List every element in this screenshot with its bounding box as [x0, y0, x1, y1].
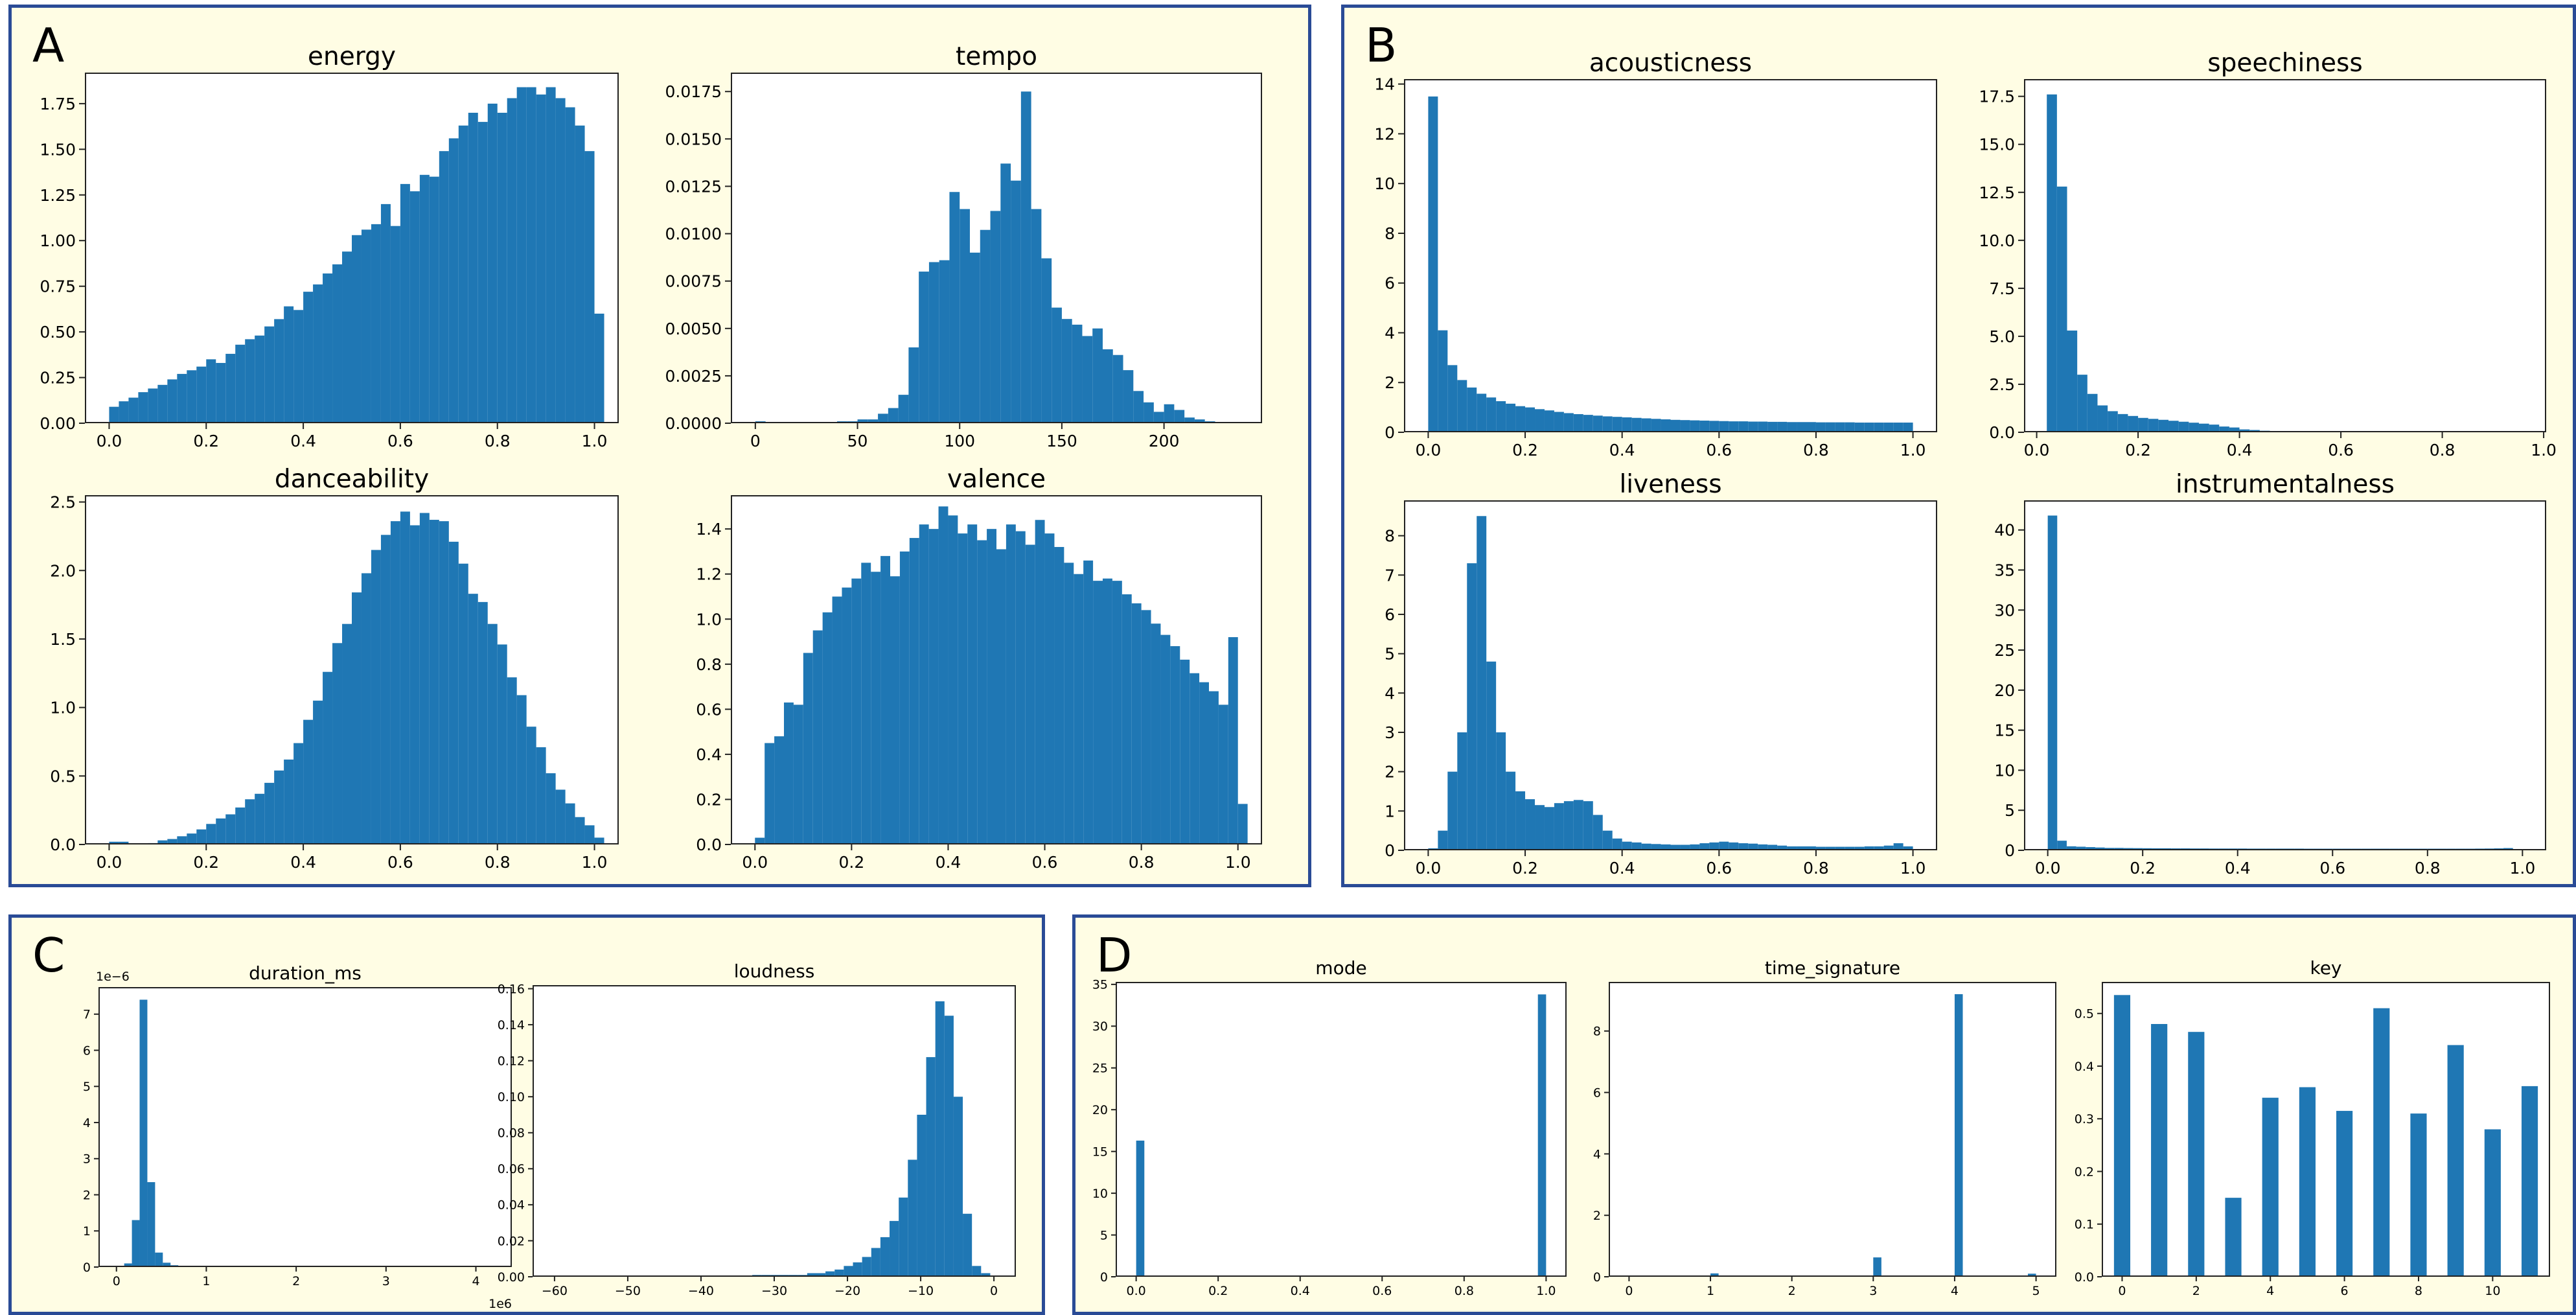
- subplot-duration-ms: [98, 987, 512, 1267]
- subplot-acousticness: [1404, 79, 1937, 432]
- panel-b-label: B: [1365, 18, 1397, 73]
- panel-a-label: A: [32, 18, 65, 73]
- subplot-time-signature: [1609, 982, 2056, 1277]
- subplot-mode: [1116, 982, 1567, 1277]
- subplot-instrumentalness: [2024, 500, 2546, 850]
- subplot-valence: [731, 495, 1262, 844]
- subplot-key: [2102, 982, 2550, 1277]
- panel-c-label: C: [32, 928, 65, 983]
- subplot-loudness: [533, 985, 1016, 1277]
- panel-d-label: D: [1096, 928, 1133, 983]
- subplot-tempo: [731, 73, 1262, 423]
- subplot-danceability: [85, 495, 619, 844]
- subplot-speechiness: [2024, 79, 2546, 432]
- subplot-energy: [85, 73, 619, 423]
- subplot-liveness: [1404, 500, 1937, 850]
